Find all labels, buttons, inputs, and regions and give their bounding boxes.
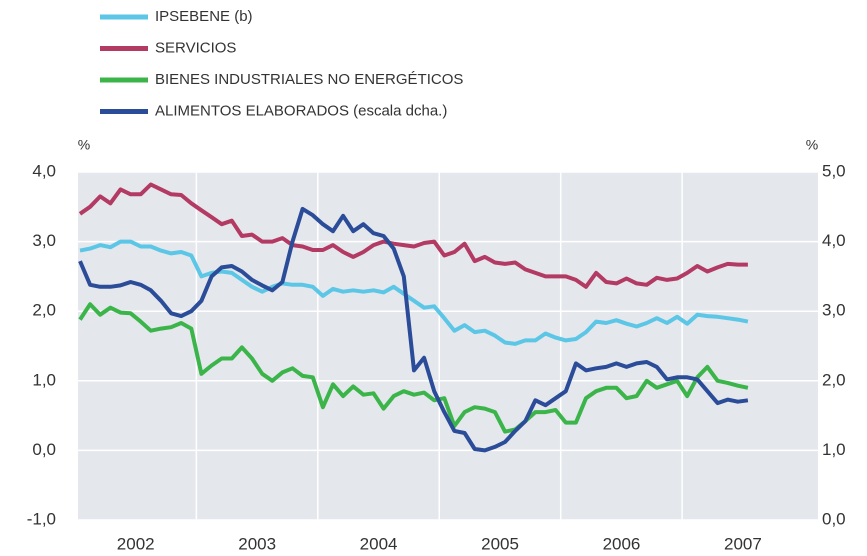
y2-tick-label: 5,0	[822, 161, 846, 180]
legend-label: SERVICIOS	[155, 39, 236, 56]
y-tick-label: -1,0	[27, 509, 56, 528]
x-tick-label: 2004	[360, 534, 398, 553]
y-tick-label: 3,0	[32, 231, 56, 250]
x-tick-label: 2006	[603, 534, 641, 553]
legend-label: BIENES INDUSTRIALES NO ENERGÉTICOS	[155, 71, 463, 88]
legend-label: IPSEBENE (b)	[155, 8, 253, 25]
series-line	[78, 206, 749, 453]
y2-tick-label: 0,0	[822, 509, 846, 528]
y2-tick-label: 1,0	[822, 440, 846, 459]
y-tick-label: 1,0	[32, 370, 56, 389]
series-line	[79, 239, 749, 346]
y2-tick-label: 2,0	[822, 370, 846, 389]
series-line	[78, 182, 748, 289]
series-line	[78, 302, 749, 434]
plot-area	[78, 172, 818, 520]
y-axis-label: %	[78, 137, 90, 153]
y-tick-label: 2,0	[32, 301, 56, 320]
y2-tick-label: 3,0	[822, 301, 846, 320]
y-tick-label: 0,0	[32, 440, 56, 459]
x-tick-label: 2002	[117, 534, 155, 553]
y2-axis-label: %	[806, 137, 818, 153]
y2-tick-label: 4,0	[822, 231, 846, 250]
x-tick-label: 2005	[481, 534, 519, 553]
y-tick-label: 4,0	[32, 161, 56, 180]
legend-label: ALIMENTOS ELABORADOS (escala dcha.)	[155, 102, 447, 119]
x-tick-label: 2007	[724, 534, 762, 553]
x-tick-label: 2003	[238, 534, 276, 553]
